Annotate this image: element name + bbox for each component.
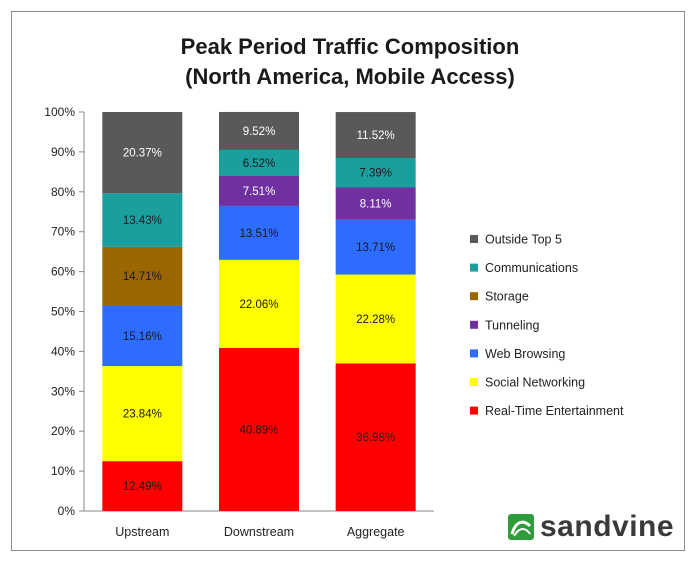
- data-label: 40.89%: [239, 424, 278, 436]
- bar-segment: [102, 366, 183, 462]
- data-label: 12.49%: [123, 481, 162, 493]
- bar-segment: [335, 187, 416, 220]
- data-label: 13.43%: [123, 215, 162, 227]
- bar-segment: [102, 112, 183, 194]
- legend-label: Real-Time Entertainment: [485, 404, 624, 418]
- bar-segment: [219, 205, 299, 260]
- legend-swatch: [470, 320, 478, 329]
- data-label: 23.84%: [123, 409, 162, 421]
- data-label: 7.51%: [243, 186, 276, 198]
- bar-segment: [219, 259, 299, 348]
- legend-label: Web Browsing: [485, 347, 565, 361]
- data-label: 13.51%: [239, 228, 278, 240]
- legend-label: Tunneling: [485, 318, 539, 332]
- data-label: 36.98%: [356, 432, 395, 444]
- bar-segment: [102, 461, 183, 511]
- data-label: 22.28%: [356, 314, 395, 326]
- bar-segment: [335, 112, 416, 159]
- y-tick-label: 90%: [51, 145, 75, 159]
- bar-segment: [102, 305, 183, 367]
- data-label: 9.52%: [243, 126, 276, 138]
- y-tick-label: 100%: [44, 105, 75, 119]
- legend-swatch: [470, 235, 478, 243]
- data-label: 13.71%: [356, 242, 395, 254]
- data-label: 15.16%: [123, 331, 162, 343]
- y-tick-label: 0%: [58, 504, 76, 518]
- data-label: 20.37%: [123, 148, 162, 160]
- bar-segment: [335, 219, 416, 275]
- bar-segment: [219, 111, 299, 150]
- y-tick-label: 70%: [51, 225, 75, 239]
- legend-swatch: [470, 349, 478, 358]
- bar-segment: [335, 363, 416, 511]
- bar-segment: [219, 149, 299, 176]
- legend-label: Social Networking: [485, 376, 585, 390]
- x-category-label: Aggregate: [347, 525, 405, 539]
- x-category-label: Downstream: [224, 525, 294, 539]
- chart-title-line-1: Peak Period Traffic Composition: [180, 34, 520, 59]
- legend-label: Outside Top 5: [485, 233, 562, 247]
- legend-label: Communications: [485, 261, 578, 275]
- bar-segment: [219, 175, 299, 206]
- y-tick-label: 30%: [51, 384, 75, 398]
- x-category-label: Upstream: [115, 525, 169, 539]
- chart-title-line-2: (North America, Mobile Access): [185, 64, 515, 89]
- bar-segment: [219, 347, 299, 511]
- y-tick-label: 40%: [51, 344, 75, 358]
- data-label: 6.52%: [243, 158, 276, 170]
- legend-swatch: [470, 263, 478, 272]
- data-label: 14.71%: [123, 271, 162, 283]
- data-label: 8.11%: [360, 199, 392, 211]
- legend-swatch: [470, 406, 478, 415]
- bar-segment: [335, 158, 416, 188]
- sandvine-logo-text: sandvine: [540, 510, 675, 543]
- legend-swatch: [470, 292, 478, 301]
- sandvine-logo-icon: [508, 514, 534, 540]
- legend-label: Storage: [485, 290, 529, 304]
- chart-title: Peak Period Traffic Composition (North A…: [0, 32, 700, 92]
- y-tick-label: 60%: [51, 265, 75, 279]
- legend-swatch: [470, 378, 478, 386]
- y-tick-label: 80%: [51, 185, 75, 199]
- sandvine-logo: sandvine: [506, 509, 674, 545]
- y-tick-label: 20%: [51, 424, 75, 438]
- bar-segment: [335, 274, 416, 364]
- data-label: 11.52%: [357, 130, 395, 142]
- bar-segment: [102, 246, 183, 306]
- bar-segment: [102, 193, 183, 247]
- data-label: 7.39%: [359, 168, 392, 180]
- y-tick-label: 10%: [51, 464, 75, 478]
- y-tick-label: 50%: [51, 305, 75, 319]
- data-label: 22.06%: [239, 299, 278, 311]
